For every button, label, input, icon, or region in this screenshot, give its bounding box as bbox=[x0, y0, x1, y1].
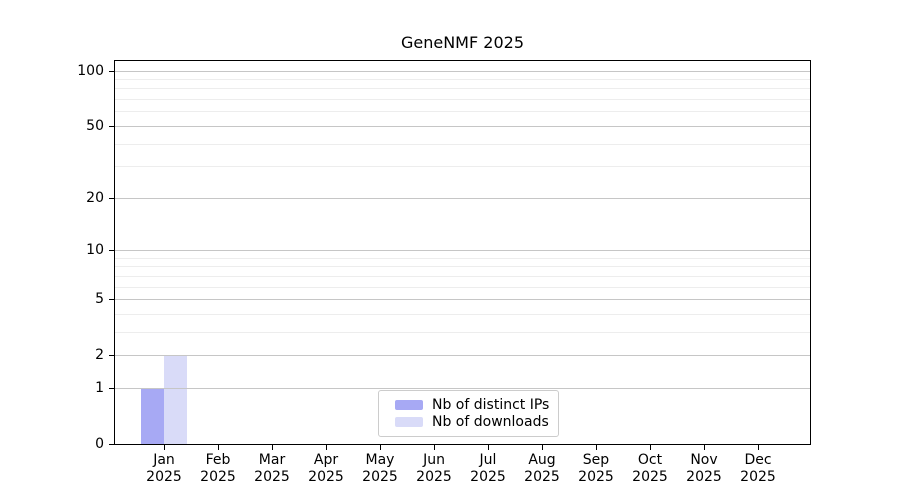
x-tick-label-jun: Jun 2025 bbox=[416, 452, 452, 485]
legend: Nb of distinct IPs Nb of downloads bbox=[378, 390, 560, 437]
x-tick-may bbox=[380, 445, 381, 450]
chart-title: GeneNMF 2025 bbox=[400, 33, 524, 52]
x-tick-label-apr: Apr 2025 bbox=[308, 452, 344, 485]
y-tick-label-20: 20 bbox=[86, 190, 104, 206]
minor-gridline-8 bbox=[115, 266, 810, 267]
y-tick-label-5: 5 bbox=[95, 291, 104, 307]
major-gridline-10 bbox=[115, 250, 810, 251]
y-tick-label-100: 100 bbox=[77, 63, 104, 79]
legend-swatch-distinct-ips bbox=[395, 400, 423, 410]
x-tick-sep bbox=[596, 445, 597, 450]
y-tick-label-2: 2 bbox=[95, 347, 104, 363]
y-tick-label-10: 10 bbox=[86, 242, 104, 258]
x-tick-label-may: May 2025 bbox=[362, 452, 398, 485]
y-tick-5 bbox=[109, 299, 114, 300]
minor-gridline-90 bbox=[115, 79, 810, 80]
x-tick-label-mar: Mar 2025 bbox=[254, 452, 290, 485]
legend-label-downloads: Nb of downloads bbox=[432, 414, 549, 430]
x-tick-jul bbox=[488, 445, 489, 450]
bar-nb-of-downloads-jan-2025 bbox=[163, 355, 187, 444]
major-gridline-100 bbox=[115, 71, 810, 72]
major-gridline-1 bbox=[115, 388, 810, 389]
x-tick-apr bbox=[326, 445, 327, 450]
y-tick-label-50: 50 bbox=[86, 118, 104, 134]
x-tick-jun bbox=[434, 445, 435, 450]
minor-gridline-3 bbox=[115, 332, 810, 333]
y-tick-1 bbox=[109, 388, 114, 389]
y-tick-label-0: 0 bbox=[95, 436, 104, 452]
x-tick-feb bbox=[218, 445, 219, 450]
minor-gridline-30 bbox=[115, 166, 810, 167]
bar-nb-of-distinct-ips-jan-2025 bbox=[140, 387, 164, 444]
gridlines-layer bbox=[115, 61, 810, 444]
x-tick-oct bbox=[650, 445, 651, 450]
legend-item-downloads: Nb of downloads bbox=[395, 414, 549, 430]
y-tick-100 bbox=[109, 71, 114, 72]
x-tick-label-feb: Feb 2025 bbox=[200, 452, 236, 485]
major-gridline-20 bbox=[115, 198, 810, 199]
major-gridline-5 bbox=[115, 299, 810, 300]
y-tick-10 bbox=[109, 250, 114, 251]
major-gridline-2 bbox=[115, 355, 810, 356]
x-tick-label-nov: Nov 2025 bbox=[686, 452, 722, 485]
legend-label-distinct-ips: Nb of distinct IPs bbox=[432, 397, 550, 413]
x-tick-label-sep: Sep 2025 bbox=[578, 452, 614, 485]
minor-gridline-80 bbox=[115, 88, 810, 89]
x-tick-label-oct: Oct 2025 bbox=[632, 452, 668, 485]
major-gridline-50 bbox=[115, 126, 810, 127]
y-tick-20 bbox=[109, 198, 114, 199]
x-tick-aug bbox=[542, 445, 543, 450]
y-tick-2 bbox=[109, 355, 114, 356]
x-tick-label-aug: Aug 2025 bbox=[524, 452, 560, 485]
x-tick-label-jan: Jan 2025 bbox=[146, 452, 182, 485]
y-tick-50 bbox=[109, 126, 114, 127]
y-tick-0 bbox=[109, 444, 114, 445]
legend-item-distinct-ips: Nb of distinct IPs bbox=[395, 397, 549, 413]
minor-gridline-6 bbox=[115, 287, 810, 288]
x-tick-label-dec: Dec 2025 bbox=[740, 452, 776, 485]
x-tick-nov bbox=[704, 445, 705, 450]
minor-gridline-60 bbox=[115, 111, 810, 112]
minor-gridline-9 bbox=[115, 258, 810, 259]
x-tick-mar bbox=[272, 445, 273, 450]
x-tick-label-jul: Jul 2025 bbox=[470, 452, 506, 485]
x-tick-dec bbox=[758, 445, 759, 450]
legend-swatch-downloads bbox=[395, 417, 423, 427]
minor-gridline-70 bbox=[115, 99, 810, 100]
x-tick-jan bbox=[164, 445, 165, 450]
bars-layer bbox=[115, 61, 810, 444]
minor-gridline-7 bbox=[115, 276, 810, 277]
y-tick-label-1: 1 bbox=[95, 380, 104, 396]
minor-gridline-40 bbox=[115, 144, 810, 145]
minor-gridline-4 bbox=[115, 314, 810, 315]
plot-area: Nb of distinct IPs Nb of downloads bbox=[114, 60, 811, 445]
